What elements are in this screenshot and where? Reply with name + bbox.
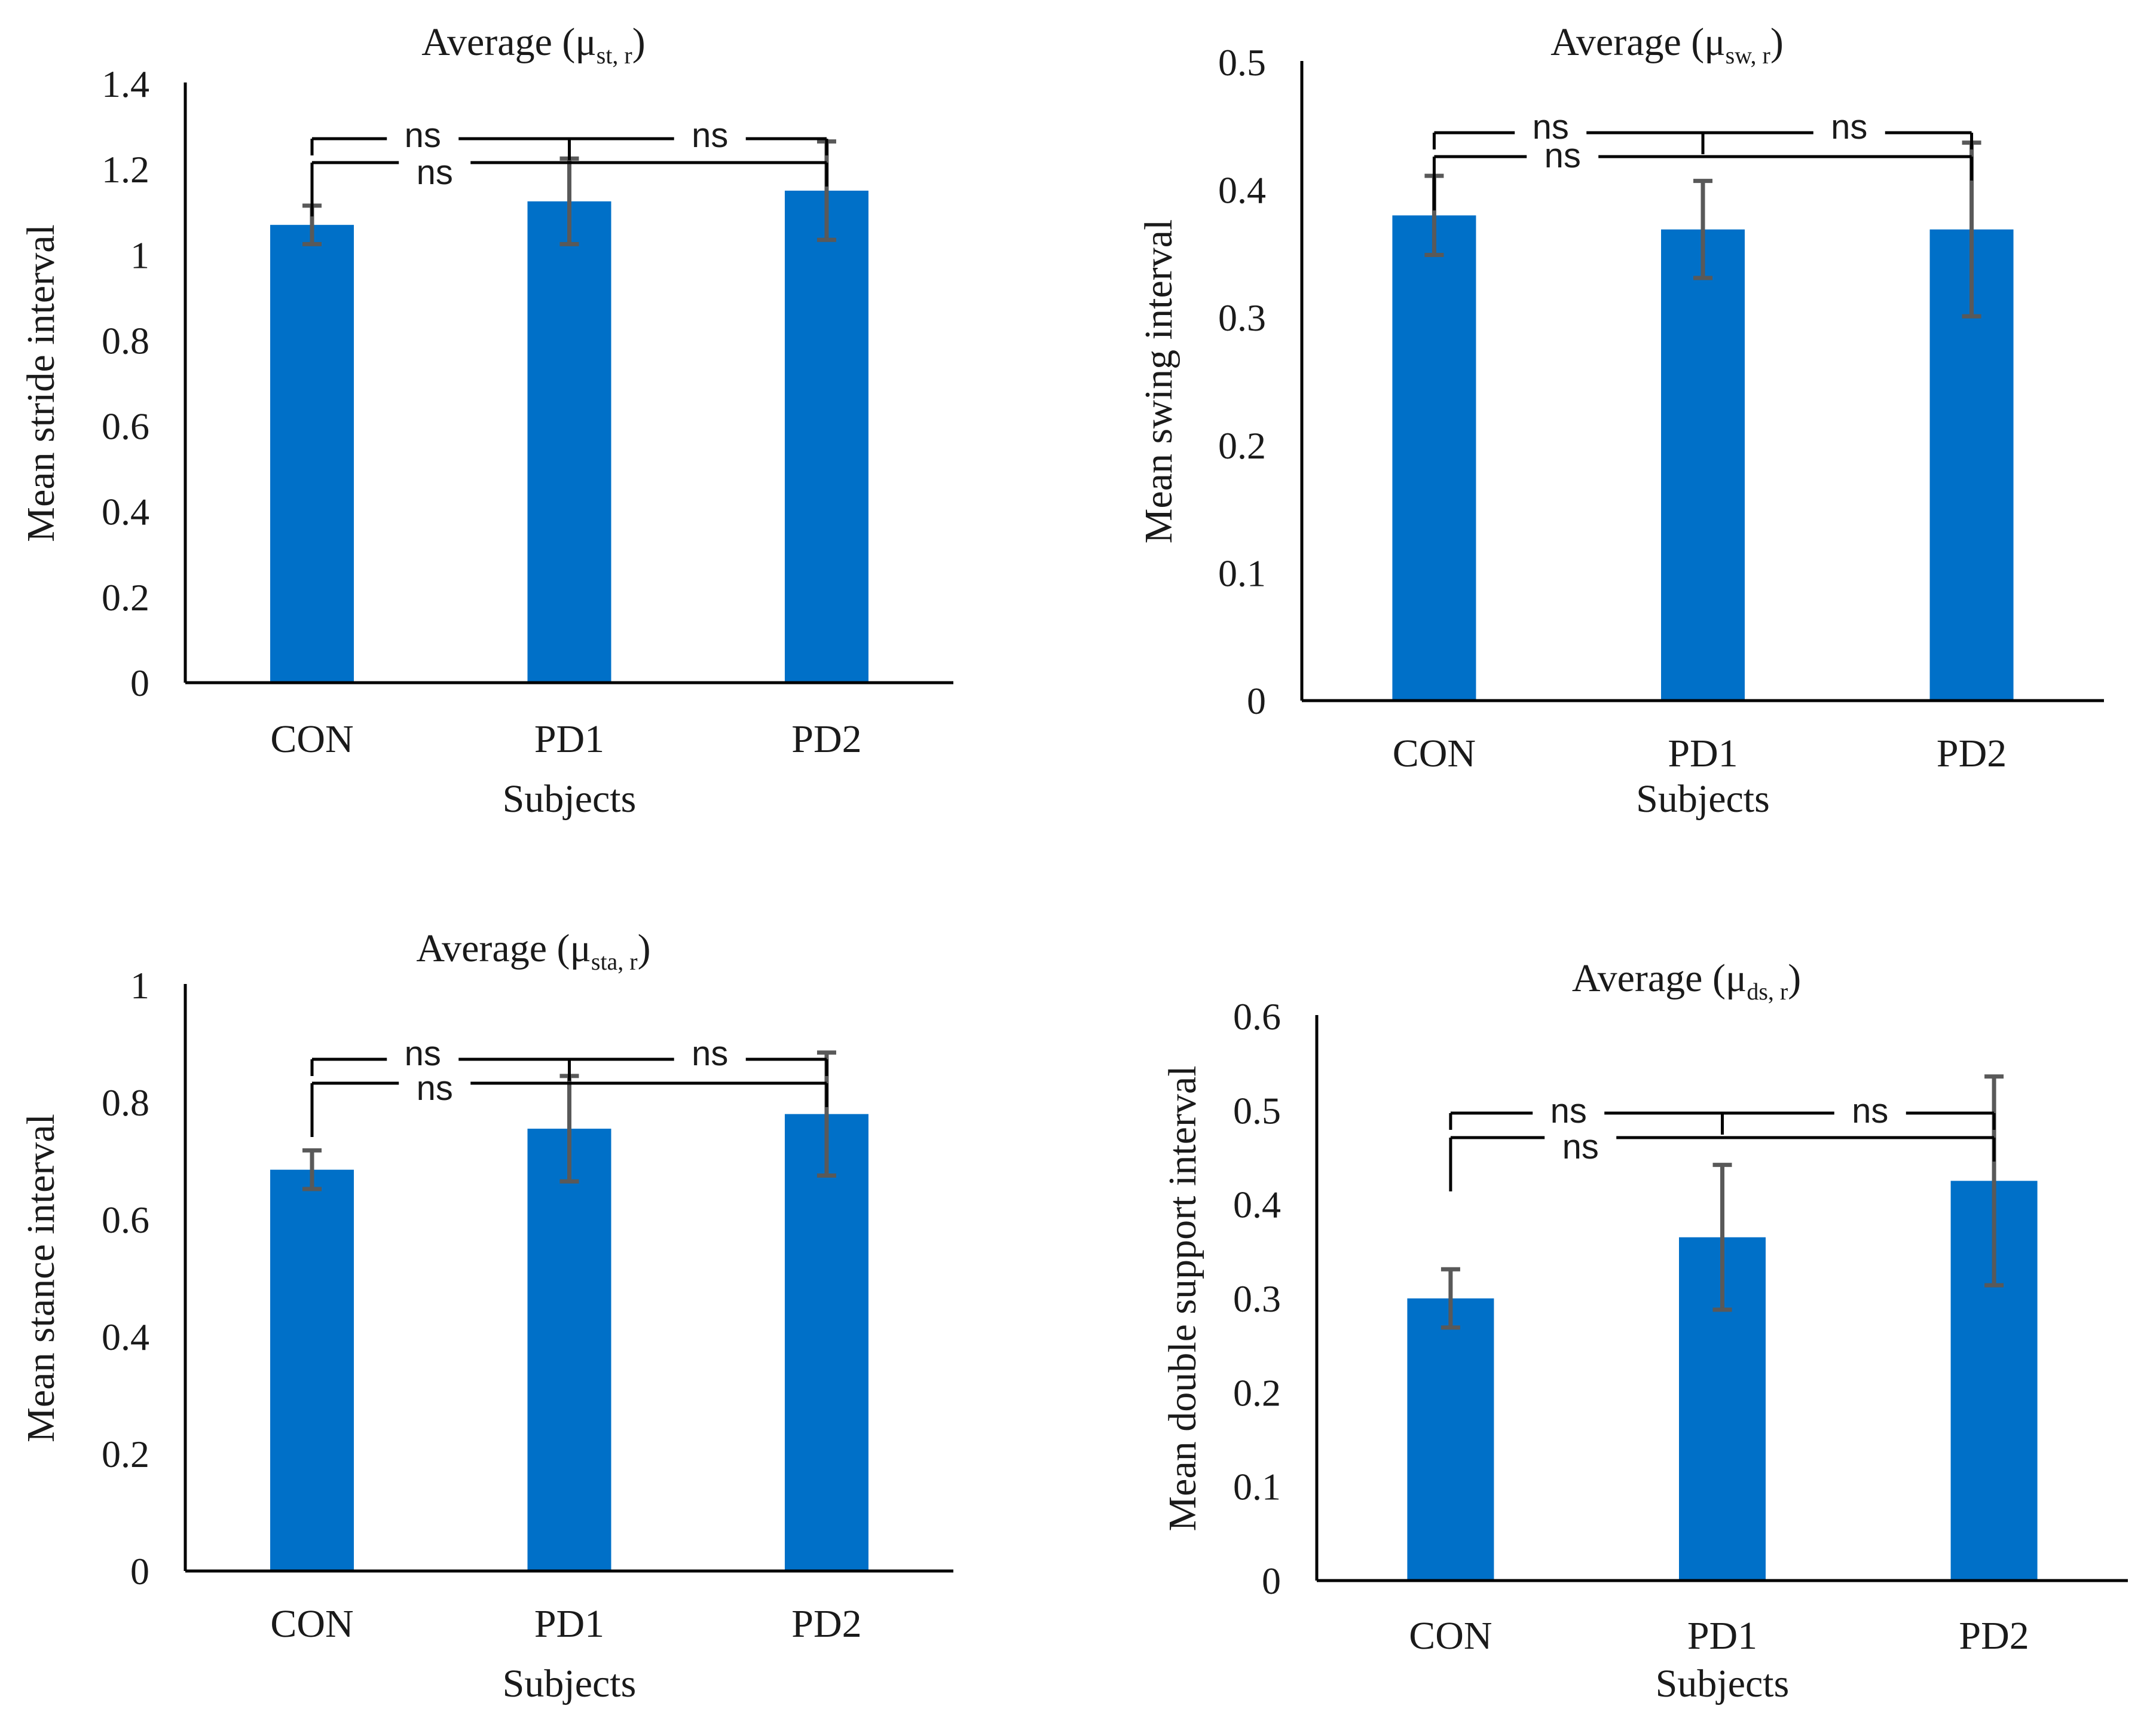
significance-brackets — [310, 1058, 828, 1137]
y-axis-title: Mean stride interval — [19, 224, 63, 542]
x-tick-label: CON — [270, 717, 353, 761]
bar-con — [270, 225, 354, 683]
significance-label: ns — [692, 116, 728, 155]
error-bar-pd1 — [1712, 1163, 1732, 1312]
bar-pd1 — [527, 1129, 611, 1571]
significance-label: ns — [405, 1034, 441, 1073]
error-bar-pd2 — [1984, 1074, 2004, 1288]
x-tick-label: PD1 — [1668, 732, 1738, 775]
y-tick-label: 1 — [130, 964, 149, 1007]
bar-con — [1392, 215, 1476, 701]
y-tick-label: 0.3 — [1233, 1277, 1281, 1320]
bar-pd2 — [784, 1114, 868, 1571]
y-tick-label: 0.2 — [102, 1433, 149, 1475]
significance-label: ns — [1550, 1092, 1587, 1130]
significance-label: ns — [417, 1069, 453, 1108]
significance-label: ns — [405, 116, 441, 155]
bar-pd1 — [1661, 229, 1745, 701]
y-axis-title: Mean swing interval — [1137, 219, 1180, 544]
y-axis-title: Mean stance interval — [19, 1114, 63, 1442]
y-tick-label: 0.6 — [102, 1199, 149, 1241]
y-tick-label: 0.2 — [1233, 1371, 1281, 1414]
x-tick-label: PD2 — [1937, 732, 2007, 775]
significance-brackets — [1449, 1111, 1996, 1191]
x-tick-label: CON — [1393, 732, 1476, 775]
bar-pd1 — [527, 201, 611, 683]
x-tick-label: PD2 — [791, 717, 861, 761]
y-tick-label: 0 — [130, 1550, 149, 1593]
bar-con — [270, 1169, 354, 1571]
y-tick-label: 0 — [1247, 680, 1266, 722]
x-axis-title: Subjects — [1656, 1662, 1790, 1706]
chart-panel-2: Average (μsw, r) 0 0.1 0.2 0.3 0.4 0.5 CON PD1 PD… — [1137, 20, 2104, 821]
y-tick-label: 1 — [130, 234, 149, 276]
y-tick-label: 0.4 — [1218, 169, 1266, 212]
y-tick-label: 0.2 — [102, 576, 149, 619]
x-axis-title: Subjects — [503, 777, 637, 821]
y-tick-label: 0.4 — [102, 491, 149, 533]
y-tick-label: 0.6 — [102, 405, 149, 448]
significance-brackets — [1432, 131, 1974, 210]
chart-panel-3: Average (μsta, r) 0 0.2 0.4 0.6 0.8 1 CON PD1 PD2… — [19, 927, 953, 1706]
error-bar-con — [302, 1148, 322, 1191]
y-tick-label: 0 — [130, 662, 149, 704]
x-tick-label: PD1 — [534, 1602, 604, 1646]
chart-title: Average (μsta, r) — [416, 927, 650, 975]
y-tick-label: 0.6 — [1233, 995, 1281, 1038]
x-tick-label: PD1 — [1687, 1614, 1757, 1658]
chart-title: Average (μst, r) — [421, 20, 645, 69]
x-tick-label: PD1 — [534, 717, 604, 761]
bar-con — [1407, 1298, 1494, 1581]
chart-panel-1: Average (μst, r) 0 0.2 0.4 0.6 0.8 1 1.2 1.4 CON P… — [19, 20, 953, 821]
x-axis-title: Subjects — [1636, 777, 1770, 821]
significance-brackets — [310, 137, 828, 216]
y-tick-label: 0 — [1262, 1560, 1281, 1602]
x-tick-label: PD2 — [791, 1602, 861, 1646]
y-tick-label: 0.4 — [1233, 1184, 1281, 1226]
y-tick-label: 0.2 — [1218, 424, 1266, 467]
y-tick-label: 0.5 — [1233, 1089, 1281, 1132]
y-tick-label: 0.1 — [1233, 1466, 1281, 1508]
significance-label: ns — [1831, 108, 1867, 146]
significance-label: ns — [1545, 136, 1581, 175]
y-tick-label: 0.3 — [1218, 297, 1266, 339]
y-axis-title: Mean double support interval — [1161, 1066, 1204, 1532]
y-tick-label: 0.8 — [102, 319, 149, 362]
significance-label: ns — [1852, 1092, 1888, 1130]
significance-label: ns — [417, 153, 453, 192]
y-tick-label: 1.4 — [102, 63, 149, 105]
x-axis-title: Subjects — [503, 1662, 637, 1706]
error-bar-con — [1440, 1267, 1460, 1330]
significance-label: ns — [1533, 108, 1569, 146]
x-tick-label: CON — [270, 1602, 353, 1646]
significance-label: ns — [1562, 1127, 1599, 1166]
chart-panel-4: Average (μds, r) 0 0.1 0.2 0.3 0.4 0.5 0.6 CON PD… — [1161, 956, 2128, 1706]
y-tick-label: 0.1 — [1218, 552, 1266, 594]
y-tick-label: 1.2 — [102, 148, 149, 191]
y-tick-label: 0.8 — [102, 1081, 149, 1124]
x-tick-label: PD2 — [1959, 1614, 2029, 1658]
y-tick-label: 0.5 — [1218, 41, 1266, 84]
significance-label: ns — [692, 1034, 728, 1073]
error-bar-pd1 — [1693, 179, 1712, 280]
chart-title: Average (μsw, r) — [1550, 20, 1784, 69]
x-tick-label: CON — [1409, 1614, 1492, 1658]
y-tick-label: 0.4 — [102, 1316, 149, 1358]
chart-title: Average (μds, r) — [1572, 956, 1801, 1005]
bar-pd2 — [784, 190, 868, 683]
